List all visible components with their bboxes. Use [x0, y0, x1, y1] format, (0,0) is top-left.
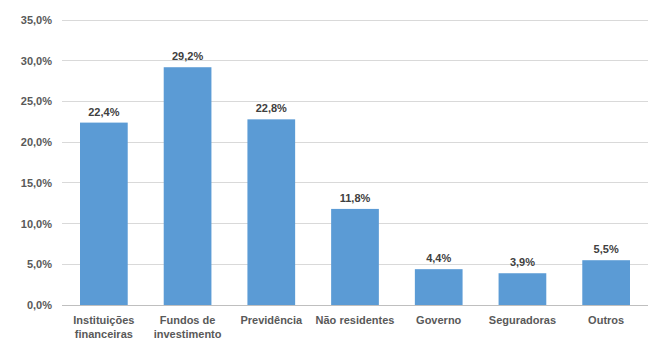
y-tick-label: 35,0% — [21, 14, 52, 26]
y-tick-label: 30,0% — [21, 55, 52, 67]
data-label: 4,4% — [426, 252, 451, 264]
data-label: 29,2% — [172, 50, 203, 62]
data-label: 22,4% — [88, 106, 119, 118]
x-axis-line — [62, 305, 648, 306]
x-tick-label: Seguradoras — [489, 314, 556, 326]
y-tick-label: 25,0% — [21, 95, 52, 107]
y-axis: 0,0% 5,0% 10,0% 15,0% 20,0% 25,0% 30,0% 35,0% — [21, 14, 52, 311]
chart: 0,0% 5,0% 10,0% 15,0% 20,0% 25,0% 30,0% 35,0% 22… — [0, 0, 668, 358]
data-labels: 22,4% 29,2% 22,8% 11,8% 4,4% 3,9% 5,5% — [88, 50, 619, 268]
y-tick-label: 5,0% — [27, 258, 52, 270]
bar — [247, 119, 295, 305]
x-axis: Instituiçõesfinanceiras Fundos deinvestim… — [62, 305, 648, 340]
data-label: 3,9% — [510, 256, 535, 268]
bar — [415, 269, 463, 305]
x-tick-label: Previdência — [240, 314, 303, 326]
x-tick-label: Outros — [588, 314, 624, 326]
chart-container: 0,0% 5,0% 10,0% 15,0% 20,0% 25,0% 30,0% 35,0% 22… — [0, 0, 668, 358]
y-tick-label: 10,0% — [21, 218, 52, 230]
data-label: 11,8% — [340, 192, 371, 204]
grid-line — [62, 20, 648, 21]
x-tick-label: Instituiçõesfinanceiras — [73, 314, 134, 340]
bar — [582, 260, 630, 305]
grid-line — [62, 305, 648, 306]
data-label: 5,5% — [594, 243, 619, 255]
x-tick-label: Governo — [416, 314, 462, 326]
y-tick-label: 0,0% — [27, 299, 52, 311]
x-tick-label: Fundos deinvestimento — [154, 314, 222, 340]
y-tick-label: 20,0% — [21, 136, 52, 148]
grid-line — [62, 101, 648, 102]
grid-line — [62, 60, 648, 61]
bar — [499, 273, 547, 305]
grid-line — [62, 142, 648, 143]
bars — [80, 67, 630, 305]
grid-line — [62, 182, 648, 183]
y-tick-label: 15,0% — [21, 177, 52, 189]
grid — [62, 20, 648, 305]
x-tick-label: Não residentes — [316, 314, 395, 326]
bar — [80, 123, 128, 305]
data-label: 22,8% — [256, 102, 287, 114]
bar — [164, 67, 212, 305]
bar — [331, 209, 379, 305]
